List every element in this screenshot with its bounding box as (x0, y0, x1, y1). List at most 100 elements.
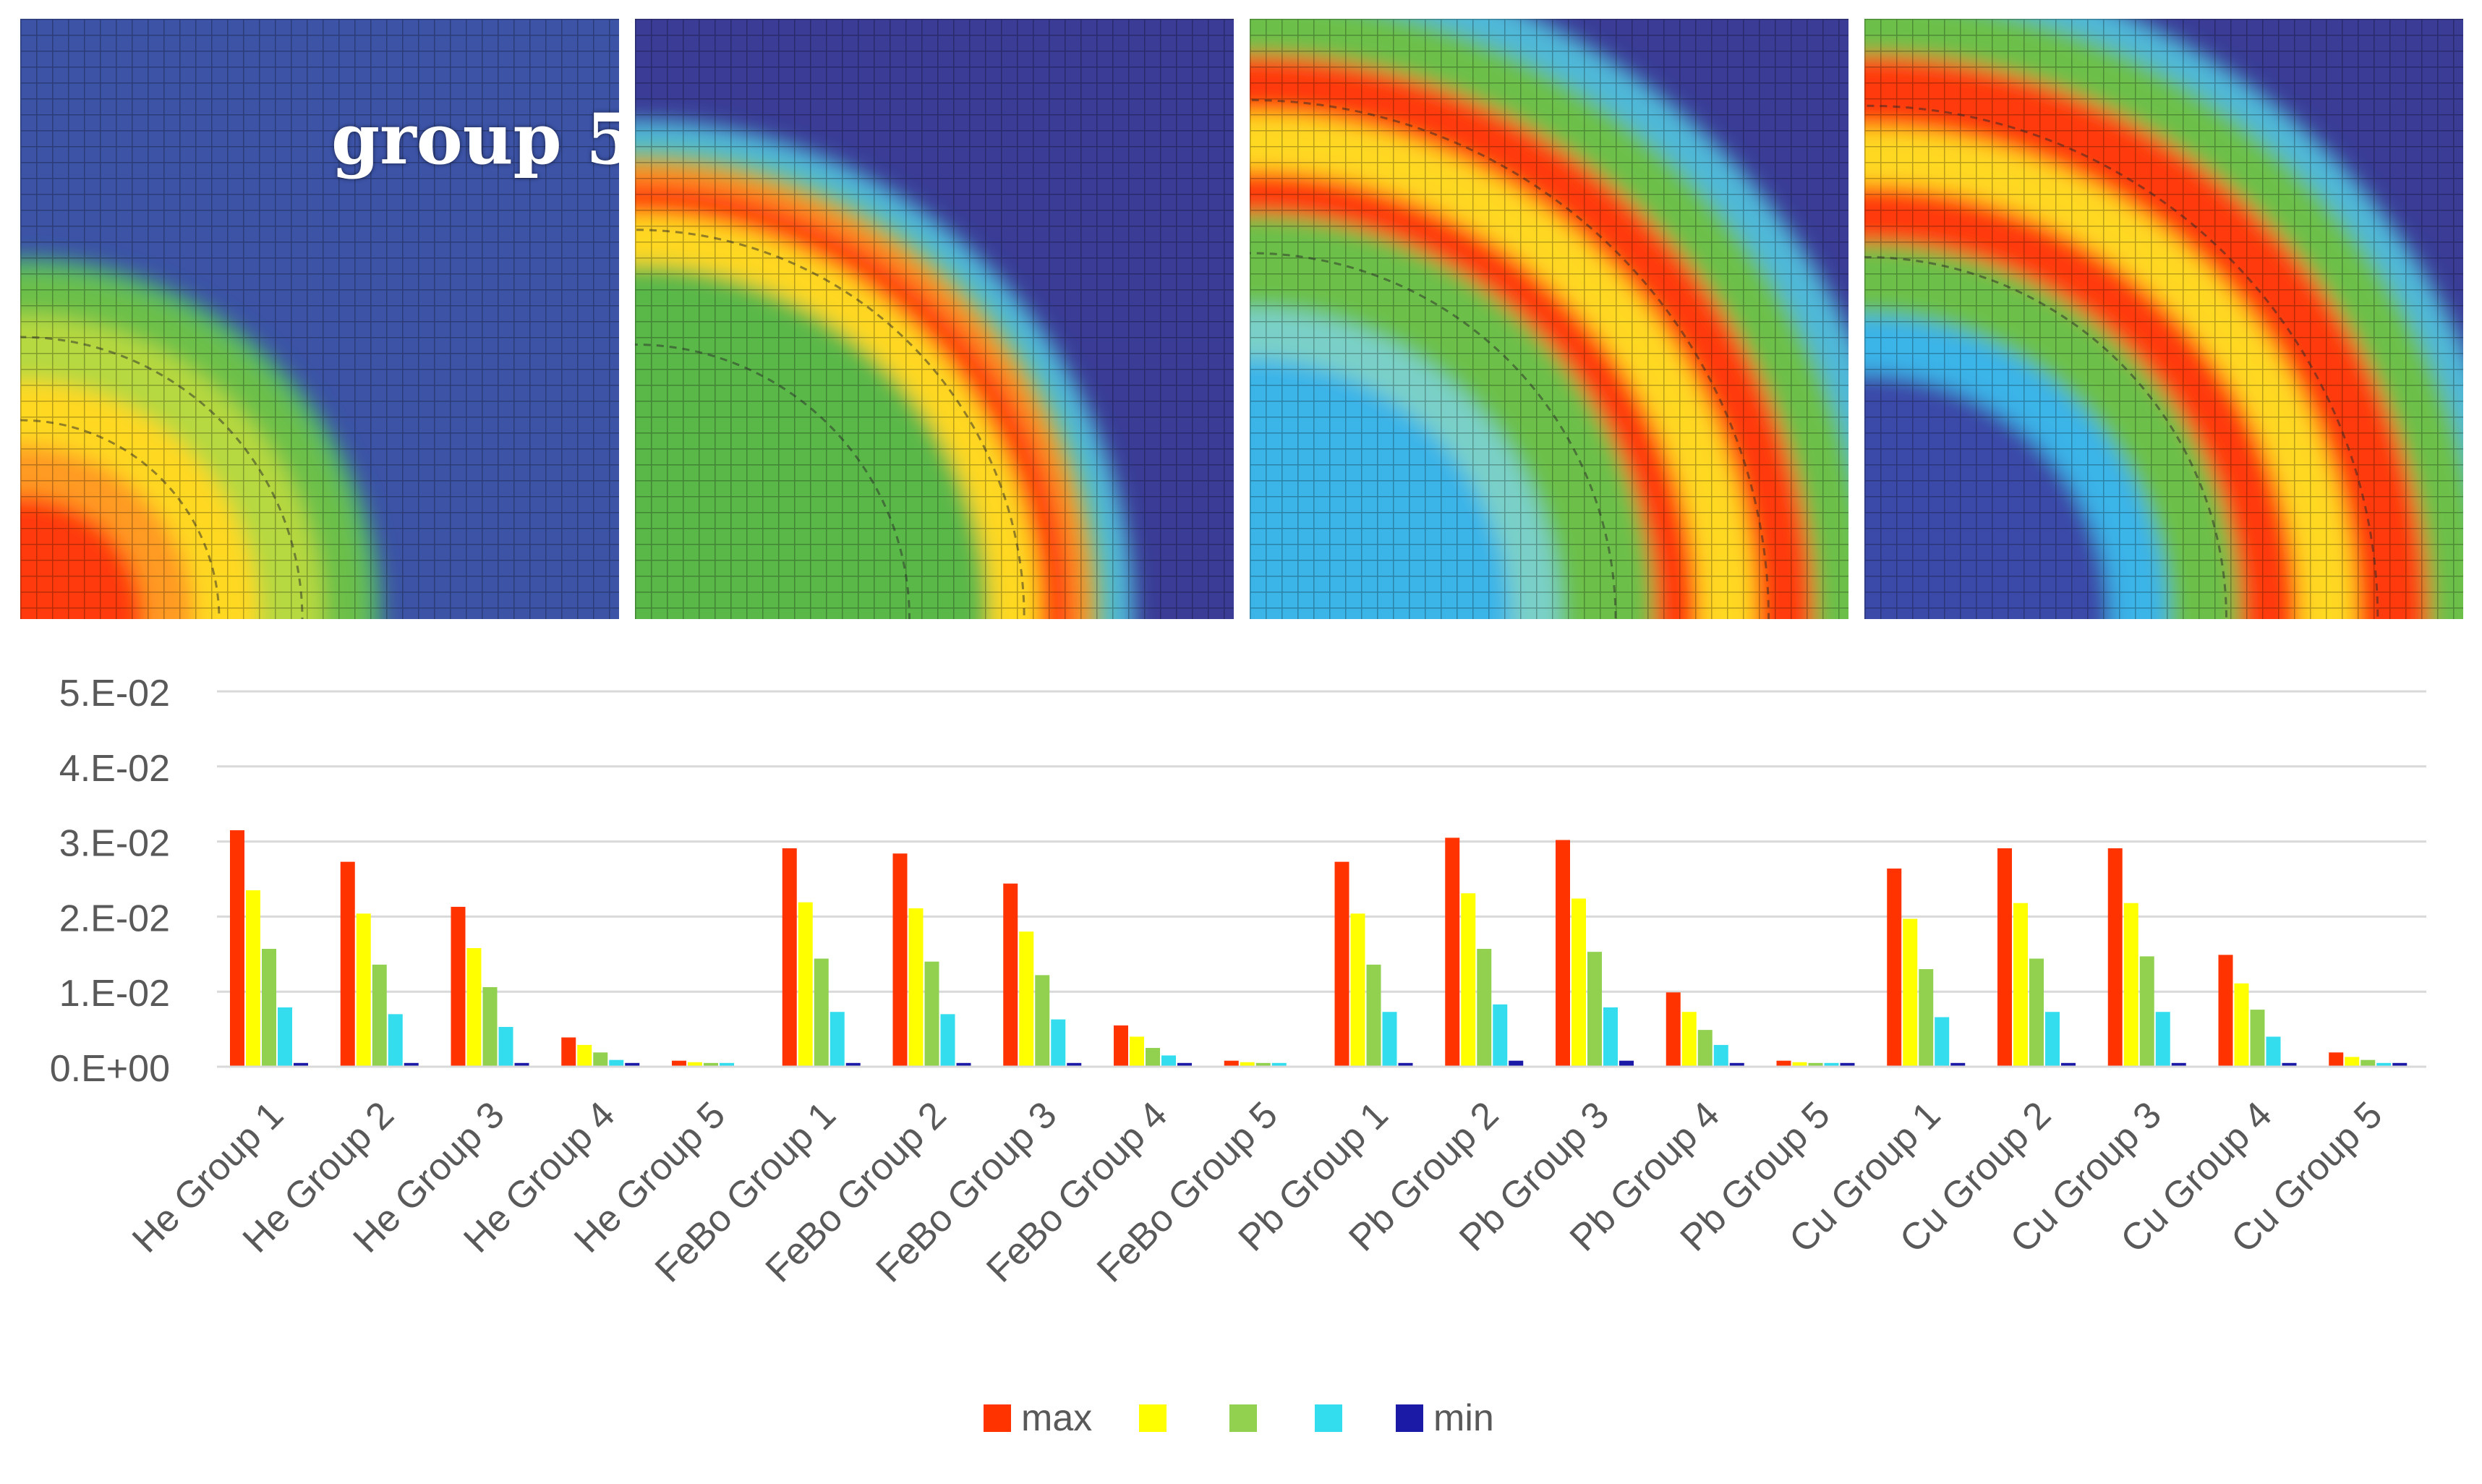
legend-swatch (1315, 1404, 1342, 1432)
y-tick-label: 5.E-02 (59, 673, 170, 715)
bar (924, 961, 939, 1067)
bar (1035, 975, 1050, 1067)
flux-map-panel-1: group 5 (20, 19, 619, 619)
bar (2250, 1010, 2265, 1067)
bar (609, 1059, 624, 1067)
bar (625, 1062, 640, 1067)
bar (1697, 1030, 1713, 1067)
bar (1556, 840, 1570, 1067)
bar (940, 1014, 955, 1067)
bar (688, 1062, 702, 1067)
y-tick-label: 4.E-02 (59, 748, 170, 790)
bar (1051, 1019, 1066, 1067)
bar (1666, 992, 1681, 1067)
bar (2218, 955, 2233, 1067)
bar (1240, 1062, 1255, 1067)
bar (561, 1037, 576, 1067)
bar (1619, 1060, 1634, 1067)
bar (2329, 1052, 2344, 1067)
bar (498, 1026, 513, 1067)
mesh-grid (20, 19, 619, 619)
flux-map-2 (635, 19, 1234, 619)
bar (2107, 848, 2123, 1067)
bar (294, 1062, 308, 1067)
bar (340, 861, 355, 1067)
bar (262, 949, 276, 1067)
bar (1792, 1062, 1807, 1067)
bar (845, 1062, 861, 1067)
legend-label: max (1021, 1397, 1092, 1439)
bar (2361, 1059, 2376, 1067)
mesh-grid (635, 19, 1234, 619)
bar (2171, 1062, 2186, 1067)
bar (372, 964, 387, 1067)
legend-swatch (1396, 1404, 1423, 1432)
bar (1824, 1062, 1839, 1067)
bar (1382, 1012, 1397, 1067)
bar (404, 1062, 419, 1067)
bar (482, 986, 498, 1067)
bar (2345, 1057, 2360, 1067)
flux-map-4 (1864, 19, 2463, 619)
bar (593, 1052, 608, 1067)
y-tick-label: 3.E-02 (59, 823, 170, 865)
bar (956, 1062, 971, 1067)
bar (1571, 898, 1586, 1067)
bar (1350, 913, 1365, 1067)
bar (1161, 1055, 1176, 1067)
flux-map-panel-4 (1864, 19, 2463, 619)
bar (1019, 931, 1034, 1067)
bar (1997, 848, 2012, 1067)
bar (1366, 964, 1381, 1067)
bar (2045, 1012, 2060, 1067)
legend-swatch (1139, 1404, 1167, 1432)
y-tick-label: 1.E-02 (59, 973, 170, 1015)
flux-map-panel-3 (1250, 19, 1848, 619)
bar (704, 1062, 718, 1067)
bar (514, 1062, 529, 1067)
bar (672, 1060, 686, 1067)
bar (908, 908, 924, 1067)
bar (2266, 1036, 2281, 1067)
bar (2376, 1062, 2392, 1067)
bar (1461, 893, 1476, 1067)
bar (2155, 1012, 2170, 1067)
bar (1729, 1062, 1744, 1067)
bar (814, 958, 829, 1067)
bar (1713, 1044, 1728, 1067)
bar (1114, 1025, 1128, 1067)
bar (1130, 1036, 1144, 1067)
mesh-grid (1250, 19, 1848, 619)
bar (246, 890, 260, 1067)
bar (1067, 1062, 1082, 1067)
bar (230, 830, 244, 1067)
bar (720, 1062, 734, 1067)
bar (1887, 868, 1902, 1067)
bar (1177, 1062, 1192, 1067)
bar (2123, 903, 2138, 1067)
bar (2282, 1062, 2297, 1067)
bar (2139, 956, 2154, 1067)
bar (1146, 1048, 1160, 1067)
bar (1445, 837, 1460, 1067)
bar (892, 853, 908, 1067)
bar (356, 913, 371, 1067)
bar (2061, 1062, 2076, 1067)
bar (1224, 1060, 1239, 1067)
bar (2392, 1062, 2408, 1067)
bar (2013, 903, 2028, 1067)
y-tick-label: 0.E+00 (50, 1048, 170, 1090)
panel-label-group-5: group 5 (331, 98, 619, 180)
bar (830, 1012, 845, 1067)
bar (1603, 1007, 1618, 1067)
bar (1681, 1012, 1697, 1067)
bar (278, 1007, 292, 1067)
flux-map-1 (20, 19, 619, 619)
bar (1808, 1062, 1823, 1067)
bar (1493, 1004, 1508, 1067)
bar (1587, 952, 1602, 1067)
mesh-grid (1864, 19, 2463, 619)
bar (1255, 1062, 1271, 1067)
